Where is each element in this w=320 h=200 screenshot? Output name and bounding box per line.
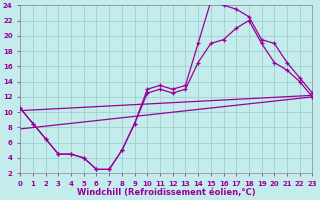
X-axis label: Windchill (Refroidissement éolien,°C): Windchill (Refroidissement éolien,°C) [77, 188, 256, 197]
